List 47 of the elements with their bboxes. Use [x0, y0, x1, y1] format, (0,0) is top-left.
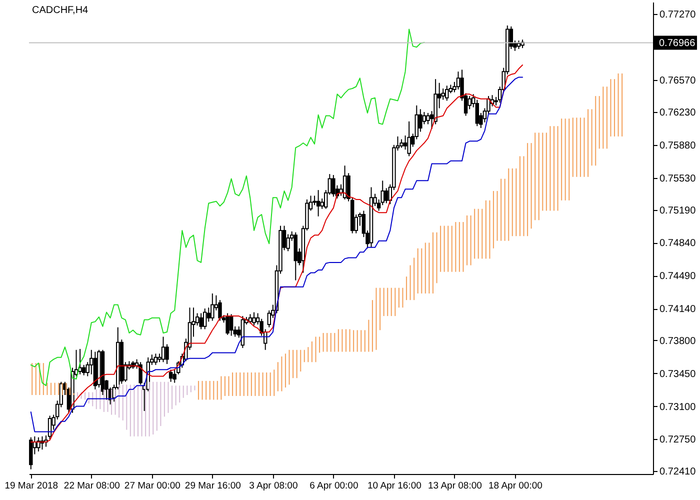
- y-tick-label: 0.75880: [660, 140, 696, 152]
- candlestick: [199, 312, 203, 330]
- x-tick-label: 22 Mar 08:00: [64, 480, 120, 492]
- x-tick-label: 13 Apr 08:00: [428, 480, 482, 492]
- y-tick-label: 0.76570: [660, 76, 696, 87]
- y-tick-label: 0.77270: [660, 10, 696, 21]
- chart-title: CADCHF,H4: [32, 5, 89, 16]
- candlestick: [36, 436, 40, 452]
- y-tick-label: 0.76230: [660, 108, 696, 119]
- y-tick-label: 0.72410: [660, 466, 696, 478]
- y-tick-label: 0.73800: [660, 336, 696, 347]
- candlestick: [422, 112, 426, 125]
- y-tick-label: 0.73450: [660, 368, 696, 380]
- y-tick-label: 0.74140: [660, 304, 696, 316]
- y-tick-label: 0.75190: [660, 205, 696, 216]
- candlestick: [445, 85, 449, 102]
- candlestick: [332, 174, 336, 198]
- line-series: [30, 28, 425, 386]
- x-tick-label: 18 Apr 00:00: [488, 480, 542, 492]
- x-tick-label: 3 Apr 08:00: [249, 480, 298, 492]
- candlestick: [426, 112, 430, 125]
- x-tick-label: 6 Apr 00:00: [310, 480, 358, 492]
- x-tick-label: 19 Mar 2018: [4, 480, 58, 492]
- candlestick: [154, 353, 158, 366]
- candlestick: [202, 308, 207, 330]
- candlestick: [218, 300, 222, 322]
- candlestick: [226, 312, 230, 336]
- x-tick-label: 27 Mar 00:00: [124, 480, 180, 492]
- candlestick: [384, 188, 388, 204]
- candlestick: [210, 292, 214, 322]
- y-tick-label: 0.74840: [660, 238, 696, 250]
- candlestick: [161, 336, 166, 363]
- x-tick-label: 10 Apr 16:00: [368, 480, 422, 492]
- candlestick: [229, 314, 234, 336]
- candlestick: [252, 312, 256, 326]
- candlestick: [468, 96, 472, 110]
- y-tick-label: 0.75530: [660, 173, 696, 184]
- candlestick: [165, 344, 169, 364]
- candlestick: [403, 135, 408, 150]
- y-tick-label: 0.72750: [660, 434, 696, 446]
- x-tick-label: 29 Mar 16:00: [184, 480, 241, 492]
- ref-line-label: 0.76966: [659, 38, 696, 49]
- candlestick: [407, 120, 411, 157]
- candlestick: [316, 190, 320, 217]
- y-tick-label: 0.73100: [660, 402, 696, 413]
- candlestick: [168, 369, 173, 382]
- y-tick-label: 0.74490: [660, 271, 696, 282]
